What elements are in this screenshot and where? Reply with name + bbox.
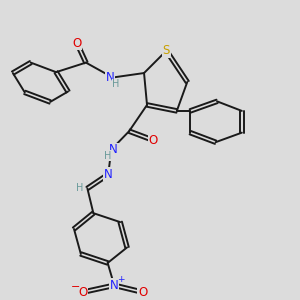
Text: S: S [163, 44, 170, 57]
Text: O: O [72, 37, 82, 50]
Text: H: H [104, 151, 111, 160]
Text: −: − [71, 282, 80, 292]
Text: N: N [104, 168, 112, 181]
Text: O: O [78, 286, 88, 299]
Text: H: H [76, 183, 84, 194]
Text: H: H [112, 79, 119, 89]
Text: N: N [106, 71, 115, 84]
Text: O: O [138, 286, 147, 299]
Text: O: O [148, 134, 158, 147]
Text: +: + [117, 275, 124, 284]
Text: N: N [110, 279, 118, 292]
Text: N: N [109, 143, 118, 156]
